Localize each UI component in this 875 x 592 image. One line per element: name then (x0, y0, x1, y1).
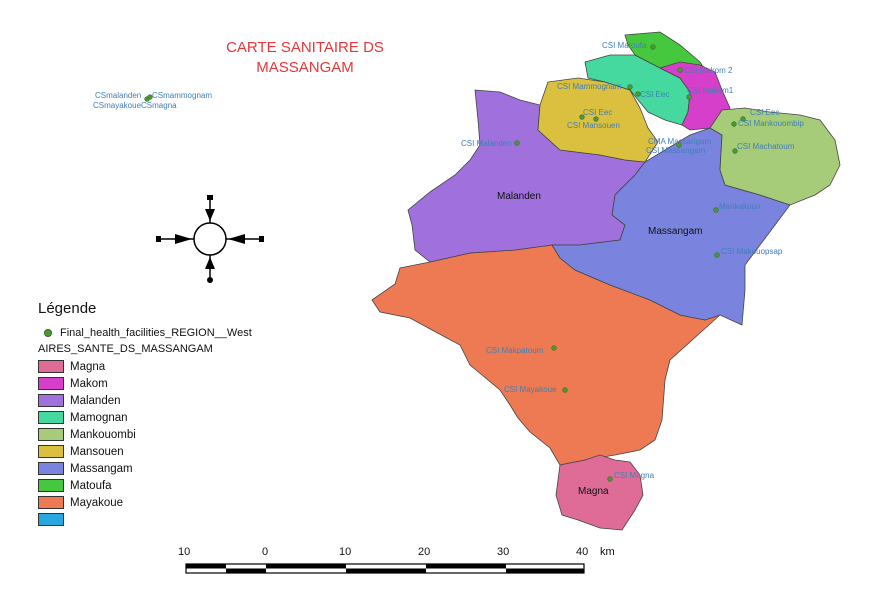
facility-point[interactable] (593, 116, 599, 122)
legend-swatch (38, 394, 64, 407)
facility-point[interactable] (514, 140, 520, 146)
scale-tick-label: 20 (418, 546, 431, 558)
facility-point[interactable] (677, 67, 683, 73)
legend-swatch (38, 462, 64, 475)
facility-label: CSI Machatoum (737, 142, 795, 151)
facility-label: CSmayakoueCSmagna (93, 101, 177, 110)
facility-point[interactable] (627, 84, 633, 90)
facility-label: CSI Makouopsap (721, 247, 783, 256)
legend-item[interactable]: Mayakoue (38, 494, 338, 511)
area-label-malanden: Malanden (497, 191, 541, 202)
legend-polygon-layer: AIRES_SANTE_DS_MASSANGAM (38, 343, 213, 355)
legend-swatch (38, 513, 64, 526)
legend-item[interactable]: Massangam (38, 460, 338, 477)
legend-item[interactable]: Makom (38, 375, 338, 392)
facility-label: CSI Mansouen (567, 121, 620, 130)
legend-heading: Légende (38, 300, 97, 317)
scale-bar (185, 563, 585, 574)
scale-tick-label: 40 (576, 546, 589, 558)
facility-point[interactable] (740, 116, 746, 122)
facility-point[interactable] (686, 94, 692, 100)
legend-item-label: Massangam (70, 462, 133, 475)
area-mankouombi[interactable] (709, 107, 841, 206)
map-title-line1: CARTE SANITAIRE DS (226, 39, 384, 56)
facility-point[interactable] (714, 252, 720, 258)
facility-point[interactable] (579, 114, 585, 120)
legend-item-label: Makom (70, 377, 108, 390)
legend-items: Magna Makom Malanden Mamognan Mankouombi Mans… (38, 358, 338, 528)
legend-item-label: Mayakoue (70, 496, 124, 509)
facility-label: CSI Mankouombip (738, 119, 804, 128)
facility-point[interactable] (635, 91, 641, 97)
facility-point[interactable] (732, 148, 738, 154)
legend-swatch (38, 360, 64, 373)
facility-point[interactable] (650, 44, 656, 50)
facility-point[interactable] (562, 387, 568, 393)
area-label-magna: Magna (578, 486, 609, 497)
legend-item[interactable]: Matoufa (38, 477, 338, 494)
facility-point[interactable] (147, 94, 153, 100)
legend-item[interactable]: Mansouen (38, 443, 338, 460)
facility-point[interactable] (551, 345, 557, 351)
area-label-massangam: Massangam (648, 226, 702, 237)
facility-label: CSI Makom1 (687, 86, 734, 95)
legend-item[interactable]: Mamognan (38, 409, 338, 426)
scale-tick-label: 10 (339, 546, 352, 558)
facility-label: CSI Eec (583, 108, 612, 117)
facility-label: CSI Massangam (646, 146, 705, 155)
facility-label: CSI Makom 2 (684, 66, 733, 75)
facility-label: CMA Massangam (648, 137, 711, 146)
facility-point[interactable] (607, 476, 613, 482)
legend: Légende Final_health_facilities_REGION__… (38, 300, 338, 528)
legend-item-label: Mamognan (70, 411, 128, 424)
legend-swatch (38, 377, 64, 390)
map-title-line2: MASSANGAM (256, 59, 354, 76)
legend-item[interactable]: Magna (38, 358, 338, 375)
facility-point[interactable] (731, 121, 737, 127)
map-title: CARTE SANITAIRE DS MASSANGAM (205, 38, 405, 78)
facility-label: CSI Matoufa (602, 41, 647, 50)
legend-item[interactable] (38, 511, 338, 528)
facility-point[interactable] (676, 142, 682, 148)
compass-rose-icon (156, 195, 264, 283)
scale-tick-label: 0 (262, 546, 269, 558)
legend-item-label: Magna (70, 360, 106, 373)
legend-swatch (38, 411, 64, 424)
legend-item-label: Matoufa (70, 479, 112, 492)
facility-label: CSI Mayakoue (504, 385, 557, 394)
legend-point-layer-label: Final_health_facilities_REGION__West (60, 327, 252, 339)
facility-label: CSI Malanden (461, 139, 512, 148)
legend-point-layer[interactable]: Final_health_facilities_REGION__West (38, 325, 338, 341)
facility-label: CSI Eec (640, 90, 669, 99)
scale-tick-label: 10 (178, 546, 191, 558)
facility-point[interactable] (713, 207, 719, 213)
legend-swatch (38, 479, 64, 492)
facility-label: CSmammognam (152, 91, 212, 100)
scale-tick-label: 30 (497, 546, 510, 558)
facility-label: CSI Mammognam (557, 82, 622, 91)
facility-labels: CSmalanden CSmammognam CSmayakoueCSmagna… (93, 41, 804, 480)
legend-item-label: Mankouombi (70, 428, 136, 441)
facility-point-icon (44, 329, 52, 337)
facility-label: CSI Eec (750, 108, 779, 117)
legend-swatch (38, 445, 64, 458)
facility-label: Mankakoun (719, 202, 760, 211)
area-magna[interactable] (555, 454, 644, 531)
legend-swatch (38, 428, 64, 441)
legend-item-label: Mansouen (70, 445, 124, 458)
facility-label: CSI Makpatoum (486, 346, 544, 355)
legend-item-label: Malanden (70, 394, 121, 407)
scale-unit-label: km (600, 546, 615, 558)
legend-item[interactable]: Malanden (38, 392, 338, 409)
facility-points (144, 44, 746, 482)
facility-label: CSmalanden (95, 91, 141, 100)
legend-item[interactable]: Mankouombi (38, 426, 338, 443)
facility-label: CSI Magna (614, 471, 655, 480)
legend-swatch (38, 496, 64, 509)
